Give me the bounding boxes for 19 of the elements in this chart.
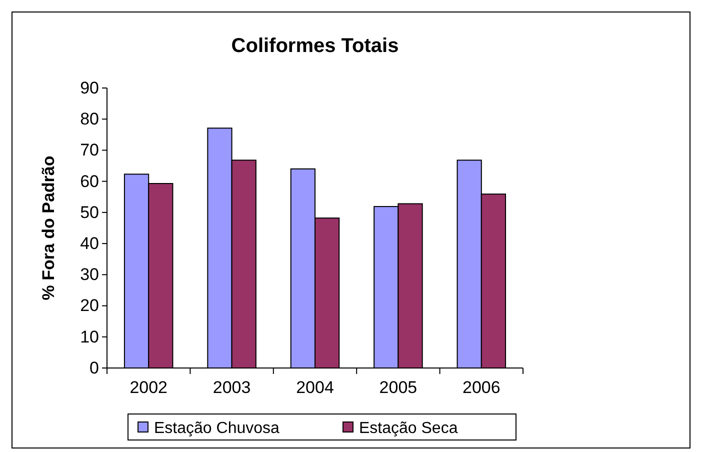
y-tick-label: 50 <box>80 202 99 222</box>
y-tick-label: 70 <box>80 140 99 160</box>
x-tick-label: 2006 <box>462 378 500 398</box>
y-axis-title: % Fora do Padrão <box>39 156 58 300</box>
x-tick-label: 2004 <box>296 378 334 398</box>
legend-label: Estação Chuvosa <box>154 420 280 437</box>
x-tick-label: 2005 <box>379 378 418 398</box>
y-tick-label: 20 <box>80 296 99 316</box>
chart-title: Coliformes Totais <box>231 35 399 57</box>
y-tick-label: 40 <box>80 234 99 253</box>
x-tick-label: 2002 <box>130 378 168 398</box>
y-tick-label: 0 <box>90 358 99 378</box>
y-tick-label: 80 <box>80 110 99 129</box>
x-tick-label: 2003 <box>212 378 251 398</box>
y-tick-label: 10 <box>80 327 99 346</box>
y-tick-label: 30 <box>80 265 99 284</box>
y-tick-label: 60 <box>80 172 99 191</box>
legend-label: Estação Seca <box>359 420 458 437</box>
y-tick-label: 90 <box>80 78 99 98</box>
